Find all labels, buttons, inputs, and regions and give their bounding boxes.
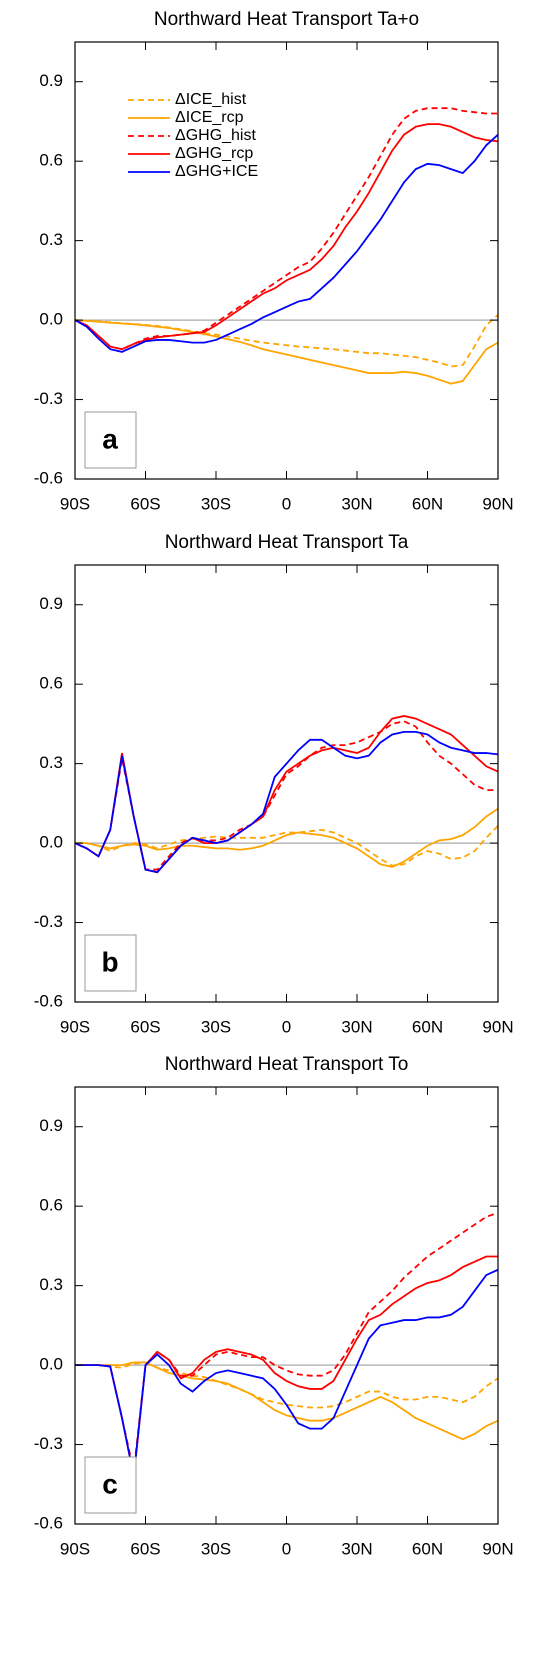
series-line <box>75 1361 499 1441</box>
y-tick-label: 0.0 <box>39 310 63 329</box>
series-line <box>75 807 499 868</box>
y-tick-label: -0.6 <box>34 991 63 1010</box>
plot-frame <box>74 1086 499 1525</box>
series-line <box>75 1268 499 1477</box>
legend-label: ΔGHG_hist <box>175 127 256 144</box>
series-line <box>74 134 499 353</box>
series-line <box>74 123 499 351</box>
y-tick-label: 0.6 <box>39 151 63 170</box>
x-tick-label: 30N <box>341 1017 372 1036</box>
series-line <box>74 107 498 351</box>
x-tick-label: 90N <box>482 494 513 513</box>
series-line <box>74 720 498 871</box>
y-tick-label: 0.9 <box>39 71 63 90</box>
panel-label: b <box>101 946 118 977</box>
legend-label: ΔICE_rcp <box>175 109 244 126</box>
y-tick-label: 0.3 <box>39 230 63 249</box>
x-tick-label: 0 <box>282 1539 291 1558</box>
panel-label: a <box>102 423 118 454</box>
panel-label: c <box>102 1468 118 1499</box>
y-tick-label: -0.3 <box>34 389 63 408</box>
y-tick-label: -0.6 <box>34 468 63 487</box>
x-tick-label: 60S <box>130 1539 160 1558</box>
x-tick-label: 30S <box>201 1017 231 1036</box>
x-tick-label: 90S <box>60 1017 90 1036</box>
series-line <box>75 1255 498 1477</box>
series-line <box>75 825 499 867</box>
legend-label: ΔGHG+ICE <box>175 163 258 180</box>
x-tick-label: 30S <box>201 1539 231 1558</box>
panel-label-box <box>84 1456 137 1514</box>
y-tick-label: 0.6 <box>39 674 63 693</box>
y-tick-label: -0.6 <box>34 1513 63 1532</box>
x-tick-label: 60S <box>130 494 160 513</box>
y-tick-label: 0.9 <box>39 594 63 613</box>
x-tick-label: 0 <box>282 494 291 513</box>
chart-title: Northward Heat Transport To <box>165 1054 409 1075</box>
y-tick-label: 0.3 <box>39 1275 63 1294</box>
plot-frame <box>74 564 499 1003</box>
x-tick-label: 30N <box>341 494 372 513</box>
x-tick-label: 60S <box>130 1017 160 1036</box>
legend-label: ΔGHG_rcp <box>175 145 253 162</box>
x-tick-label: 90N <box>482 1539 513 1558</box>
y-tick-label: 0.9 <box>39 1116 63 1135</box>
series-line <box>74 319 499 385</box>
x-tick-label: 30S <box>201 494 231 513</box>
panel-label-box <box>84 934 137 992</box>
x-tick-label: 90N <box>482 1017 513 1036</box>
panel-label-box <box>84 411 137 469</box>
series-line <box>74 314 499 368</box>
chart-title: Northward Heat Transport Ta <box>165 532 409 553</box>
y-tick-label: -0.3 <box>34 912 63 931</box>
y-tick-label: 0.6 <box>39 1196 63 1215</box>
x-tick-label: 60N <box>412 494 443 513</box>
series-line <box>75 1361 499 1409</box>
y-tick-label: 0.0 <box>39 833 63 852</box>
x-tick-label: 90S <box>60 1539 90 1558</box>
x-tick-label: 30N <box>341 1539 372 1558</box>
y-tick-label: 0.0 <box>39 1355 63 1374</box>
x-tick-label: 0 <box>282 1017 291 1036</box>
x-tick-label: 90S <box>60 494 90 513</box>
x-tick-label: 60N <box>412 1539 443 1558</box>
series-line <box>74 730 499 874</box>
x-tick-label: 60N <box>412 1017 443 1036</box>
chart-title: Northward Heat Transport Ta+o <box>154 9 419 30</box>
legend-label: ΔICE_hist <box>175 91 247 108</box>
y-tick-label: -0.3 <box>34 1434 63 1453</box>
y-tick-label: 0.3 <box>39 753 63 772</box>
